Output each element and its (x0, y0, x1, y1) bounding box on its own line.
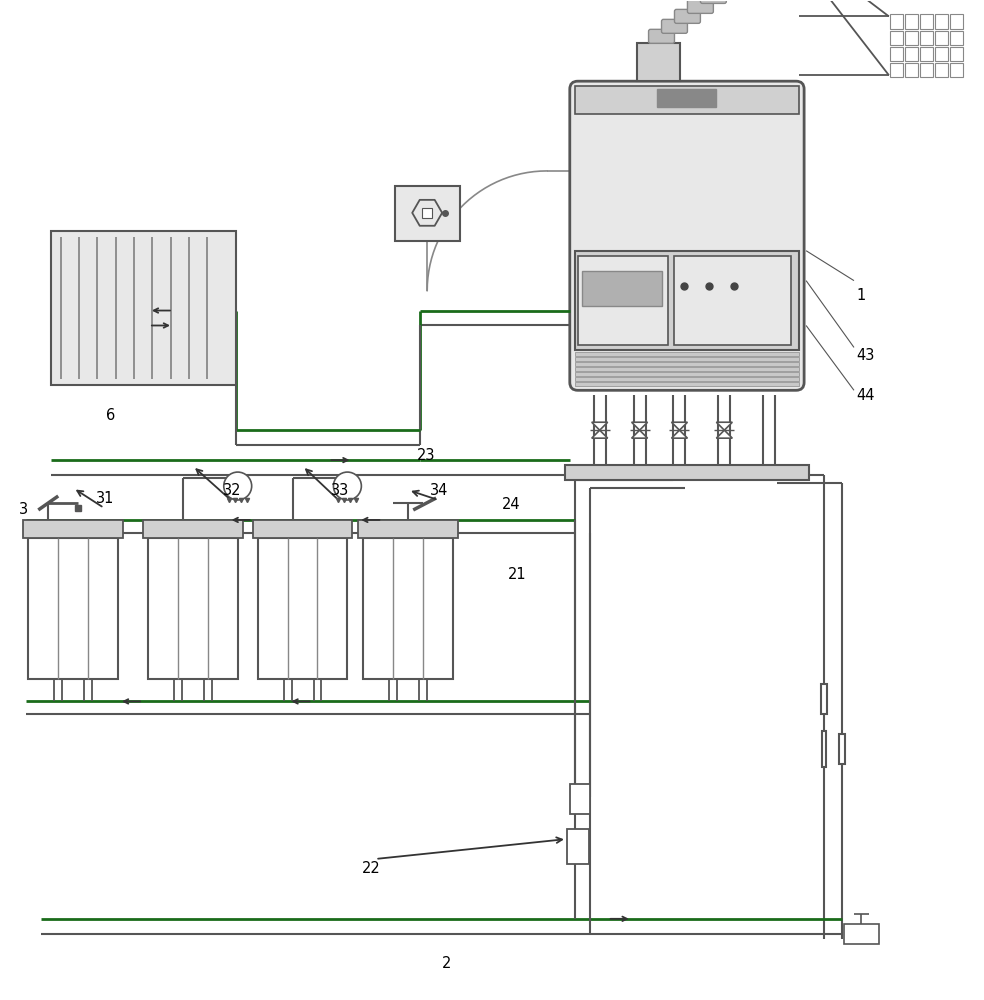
Text: 32: 32 (222, 483, 241, 498)
Bar (24, 520, 123, 538)
Bar (950, 14, 962, 29)
Text: 44: 44 (856, 388, 875, 403)
Bar (575, 357, 799, 361)
Bar (253, 520, 352, 538)
Bar (920, 47, 933, 61)
Text: 34: 34 (430, 483, 449, 498)
Bar (565, 465, 809, 480)
Bar (890, 47, 903, 61)
Bar (422, 208, 432, 218)
Bar (839, 734, 845, 764)
Circle shape (334, 472, 361, 500)
Text: 2: 2 (442, 956, 452, 971)
Bar (358, 520, 459, 538)
Bar (935, 63, 948, 77)
FancyBboxPatch shape (570, 81, 804, 390)
Bar (148, 538, 238, 679)
Text: 21: 21 (508, 567, 526, 582)
Bar (363, 538, 453, 679)
Bar (905, 14, 918, 29)
Bar (950, 63, 962, 77)
Bar (51, 231, 236, 385)
Bar (637, 43, 681, 81)
FancyBboxPatch shape (661, 19, 688, 33)
Text: 23: 23 (417, 448, 436, 463)
FancyBboxPatch shape (701, 0, 726, 3)
Bar (258, 538, 347, 679)
Bar (29, 538, 118, 679)
Text: 3: 3 (20, 502, 29, 517)
Text: 1: 1 (856, 288, 865, 303)
Bar (905, 63, 918, 77)
Bar (935, 14, 948, 29)
Bar (582, 271, 661, 306)
Bar (905, 31, 918, 45)
Polygon shape (591, 422, 608, 430)
Bar (575, 362, 799, 366)
Bar (950, 31, 962, 45)
FancyBboxPatch shape (674, 9, 701, 23)
Bar (890, 31, 903, 45)
Polygon shape (591, 430, 608, 438)
Text: 6: 6 (106, 408, 115, 423)
Bar (890, 63, 903, 77)
Bar (575, 352, 799, 356)
Bar (905, 47, 918, 61)
Bar (890, 14, 903, 29)
Bar (575, 367, 799, 371)
Polygon shape (716, 422, 732, 430)
Bar (950, 47, 962, 61)
Polygon shape (632, 422, 647, 430)
Bar (143, 520, 243, 538)
Bar (567, 829, 588, 864)
Text: 31: 31 (96, 491, 114, 506)
Polygon shape (671, 422, 688, 430)
Bar (396, 186, 461, 241)
FancyBboxPatch shape (648, 29, 674, 43)
Bar (575, 382, 799, 386)
Bar (575, 377, 799, 381)
Bar (578, 256, 667, 345)
FancyBboxPatch shape (688, 0, 713, 13)
Text: 43: 43 (856, 348, 875, 363)
Text: 33: 33 (331, 483, 348, 498)
Bar (656, 89, 716, 107)
Bar (920, 31, 933, 45)
Bar (570, 784, 589, 814)
Polygon shape (671, 430, 688, 438)
Bar (575, 251, 799, 350)
Bar (821, 684, 827, 714)
Text: 22: 22 (362, 861, 381, 876)
Polygon shape (716, 430, 732, 438)
Bar (935, 31, 948, 45)
Bar (844, 924, 879, 944)
Polygon shape (632, 430, 647, 438)
Bar (575, 86, 799, 114)
Bar (920, 14, 933, 29)
Bar (674, 256, 791, 345)
Bar (935, 47, 948, 61)
Bar (920, 63, 933, 77)
Bar (822, 731, 826, 767)
Text: 24: 24 (502, 497, 521, 512)
Bar (575, 372, 799, 376)
Circle shape (223, 472, 252, 500)
